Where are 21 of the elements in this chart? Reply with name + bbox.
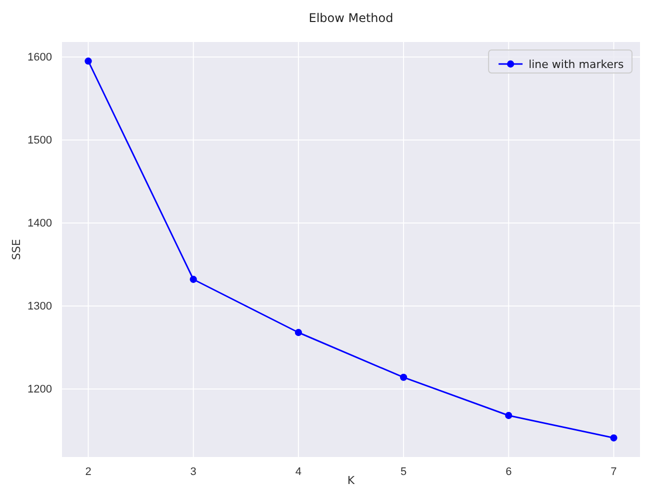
- point: [190, 276, 197, 283]
- point: [84, 58, 92, 65]
- point: [610, 434, 618, 442]
- point: [294, 328, 302, 336]
- x-tick-label: 4: [295, 466, 302, 478]
- x-tick-label: 5: [400, 466, 407, 478]
- legend-label: line with markers: [528, 58, 624, 71]
- y-tick-label: 1300: [28, 300, 52, 312]
- y-tick-label: 1500: [28, 134, 52, 146]
- point: [400, 374, 408, 381]
- y-axis-title: SSE: [10, 238, 23, 260]
- chart-title: Elbow Method: [308, 11, 394, 25]
- point: [505, 412, 512, 420]
- y-tick-label: 1200: [28, 383, 52, 396]
- x-tick-label: 3: [190, 466, 196, 478]
- y-tick-label: 1400: [28, 217, 52, 230]
- x-axis-title: K: [347, 474, 356, 487]
- x-tick-label: 7: [610, 466, 617, 478]
- y-tick-label: 1600: [28, 51, 52, 64]
- x-tick-label: 6: [506, 466, 512, 478]
- x-tick-label: 2: [85, 466, 92, 478]
